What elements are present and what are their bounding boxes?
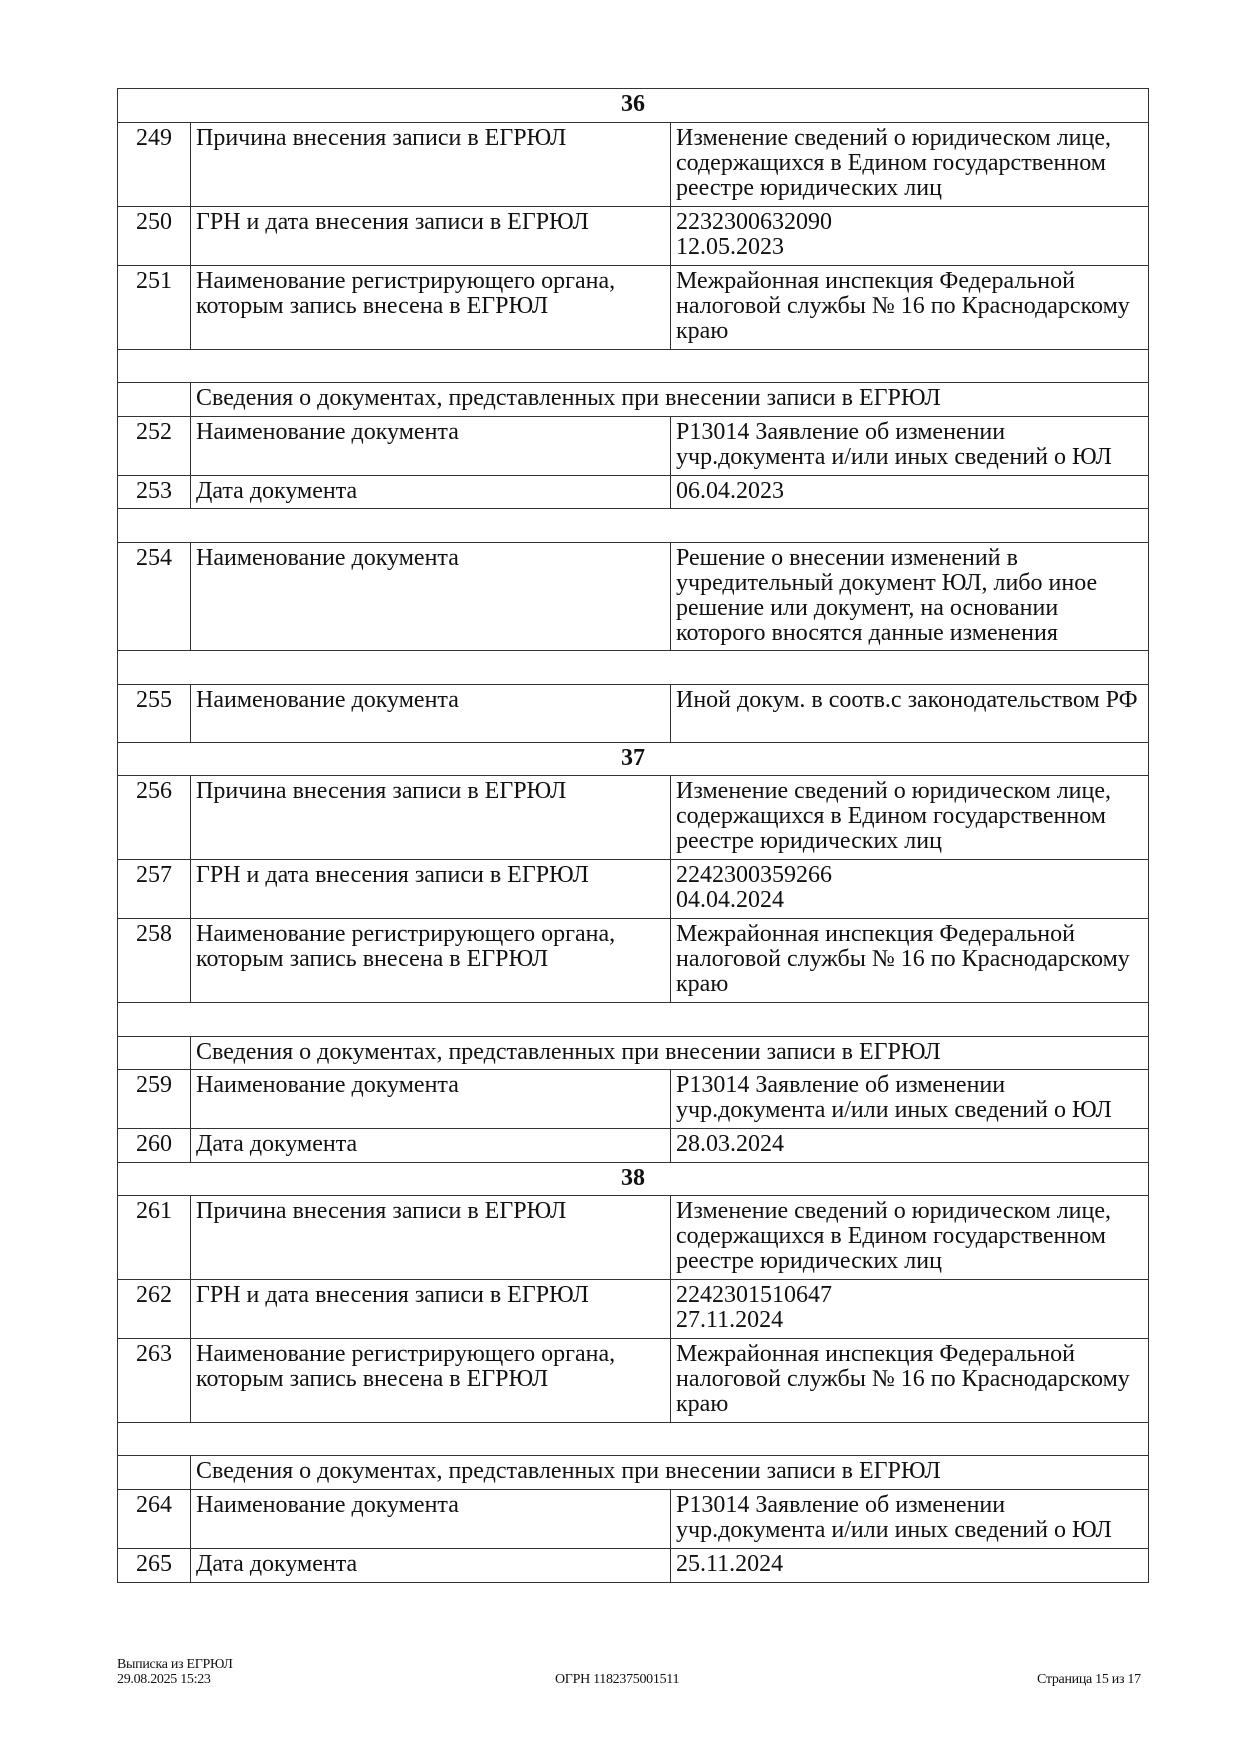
field-name: Дата документа [190, 1548, 671, 1583]
field-name: Наименование регистрирующего органа, кот… [190, 918, 671, 1003]
field-value: Межрайонная инспекция Федеральной налого… [669, 265, 1150, 350]
field-name: ГРН и дата внесения записи в ЕГРЮЛ [190, 1279, 671, 1339]
egrul-records-table: 36 249 Причина внесения записи в ЕГРЮЛ Изме… [116, 88, 1150, 1583]
table-row: 257 ГРН и дата внесения записи в ЕГРЮЛ 224… [117, 859, 1150, 919]
empty-cell [116, 1002, 1150, 1037]
spacer-row [116, 508, 1150, 543]
field-value: Изменение сведений о юридическом лице, с… [669, 122, 1150, 207]
row-number: 249 [117, 122, 191, 207]
field-value: Р13014 Заявление об изменении учр.докуме… [669, 416, 1150, 476]
row-number: 265 [117, 1548, 191, 1583]
field-name: Причина внесения записи в ЕГРЮЛ [190, 122, 671, 207]
row-number: 254 [117, 542, 191, 651]
field-name: ГРН и дата внесения записи в ЕГРЮЛ [190, 859, 671, 919]
documents-subheader-row: Сведения о документах, представленных пр… [117, 1036, 1150, 1070]
field-name: Наименование документа [190, 684, 671, 743]
table-row: 262 ГРН и дата внесения записи в ЕГРЮЛ 224… [117, 1279, 1150, 1339]
row-number: 261 [117, 1195, 191, 1280]
empty-cell [116, 650, 1150, 685]
field-name: Дата документа [190, 475, 671, 509]
section-number: 38 [116, 1162, 1150, 1196]
field-name: Наименование документа [190, 416, 671, 476]
field-value: Межрайонная инспекция Федеральной налого… [669, 1338, 1150, 1423]
row-number: 253 [117, 475, 191, 509]
empty-cell [116, 349, 1150, 383]
section-number: 36 [116, 88, 1150, 123]
field-name: Наименование регистрирующего органа, кот… [190, 265, 671, 350]
empty-cell [116, 1422, 1150, 1456]
empty-cell [117, 1036, 191, 1070]
spacer-row [116, 349, 1150, 383]
table-row: 264 Наименование документа Р13014 Заявлени… [117, 1489, 1150, 1549]
field-value: Р13014 Заявление об изменении учр.докуме… [669, 1069, 1150, 1129]
field-value: Иной докум. в соотв.с законодательством … [669, 684, 1150, 743]
field-name: Наименование документа [190, 542, 671, 651]
row-number: 252 [117, 416, 191, 476]
row-number: 263 [117, 1338, 191, 1423]
field-value: 06.04.2023 [669, 475, 1150, 509]
field-value: 2242300359266 04.04.2024 [669, 859, 1150, 919]
field-value: Межрайонная инспекция Федеральной налого… [669, 918, 1150, 1003]
table-row: 254 Наименование документа Решение о внесе… [117, 542, 1150, 651]
spacer-row [116, 1422, 1150, 1456]
row-number: 258 [117, 918, 191, 1003]
field-value: Решение о внесении изменений в учредител… [669, 542, 1150, 651]
footer-page-number: Страница 15 из 17 [1037, 1672, 1141, 1687]
spacer-row [116, 650, 1150, 685]
section-header-row: 37 [116, 742, 1150, 776]
row-number: 257 [117, 859, 191, 919]
documents-subheader-row: Сведения о документах, представленных пр… [117, 1455, 1150, 1490]
section-number: 37 [116, 742, 1150, 776]
footer-datetime: 29.08.2025 15:23 [117, 1672, 211, 1687]
table-row: 261 Причина внесения записи в ЕГРЮЛ Измене… [117, 1195, 1150, 1280]
field-name: Причина внесения записи в ЕГРЮЛ [190, 1195, 671, 1280]
spacer-row [116, 1002, 1150, 1037]
table-row: 258 Наименование регистрирующего органа, … [117, 918, 1150, 1003]
table-row: 256 Причина внесения записи в ЕГРЮЛ Измене… [117, 775, 1150, 860]
field-value: Изменение сведений о юридическом лице, с… [669, 1195, 1150, 1280]
table-row: 251 Наименование регистрирующего органа, … [117, 265, 1150, 350]
table-row: 255 Наименование документа Иной докум. в с… [117, 684, 1150, 743]
field-name: ГРН и дата внесения записи в ЕГРЮЛ [190, 206, 671, 266]
field-name: Наименование документа [190, 1489, 671, 1549]
row-number: 250 [117, 206, 191, 266]
empty-cell [117, 382, 191, 417]
row-number: 255 [117, 684, 191, 743]
row-number: 259 [117, 1069, 191, 1129]
table-row: 259 Наименование документа Р13014 Заявлени… [117, 1069, 1150, 1129]
row-number: 251 [117, 265, 191, 350]
table-row: 253 Дата документа 06.04.2023 [117, 475, 1150, 509]
empty-cell [117, 1455, 191, 1490]
field-value: 2242301510647 27.11.2024 [669, 1279, 1150, 1339]
row-number: 262 [117, 1279, 191, 1339]
table-row: 265 Дата документа 25.11.2024 [117, 1548, 1150, 1583]
table-row: 260 Дата документа 28.03.2024 [117, 1128, 1150, 1163]
table-row: 252 Наименование документа Р13014 Заявлени… [117, 416, 1150, 476]
table-row: 263 Наименование регистрирующего органа, … [117, 1338, 1150, 1423]
footer-ogrn: ОГРН 1182375001511 [555, 1672, 680, 1687]
table-row: 250 ГРН и дата внесения записи в ЕГРЮЛ 223… [117, 206, 1150, 266]
field-value: 2232300632090 12.05.2023 [669, 206, 1150, 266]
field-value: Р13014 Заявление об изменении учр.докуме… [669, 1489, 1150, 1549]
field-name: Дата документа [190, 1128, 671, 1163]
documents-subheader-row: Сведения о документах, представленных пр… [117, 382, 1150, 417]
subheader-label: Сведения о документах, представленных пр… [189, 382, 1150, 417]
row-number: 260 [117, 1128, 191, 1163]
field-value: Изменение сведений о юридическом лице, с… [669, 775, 1150, 860]
footer-title: Выписка из ЕГРЮЛ [117, 1657, 233, 1672]
table-row: 249 Причина внесения записи в ЕГРЮЛ Измене… [117, 122, 1150, 207]
section-header-row: 36 [116, 88, 1150, 123]
field-name: Причина внесения записи в ЕГРЮЛ [190, 775, 671, 860]
subheader-label: Сведения о документах, представленных пр… [189, 1455, 1150, 1490]
empty-cell [116, 508, 1150, 543]
field-name: Наименование документа [190, 1069, 671, 1129]
section-header-row: 38 [116, 1162, 1150, 1196]
field-value: 28.03.2024 [669, 1128, 1150, 1163]
field-value: 25.11.2024 [669, 1548, 1150, 1583]
row-number: 264 [117, 1489, 191, 1549]
row-number: 256 [117, 775, 191, 860]
field-name: Наименование регистрирующего органа, кот… [190, 1338, 671, 1423]
subheader-label: Сведения о документах, представленных пр… [189, 1036, 1150, 1070]
